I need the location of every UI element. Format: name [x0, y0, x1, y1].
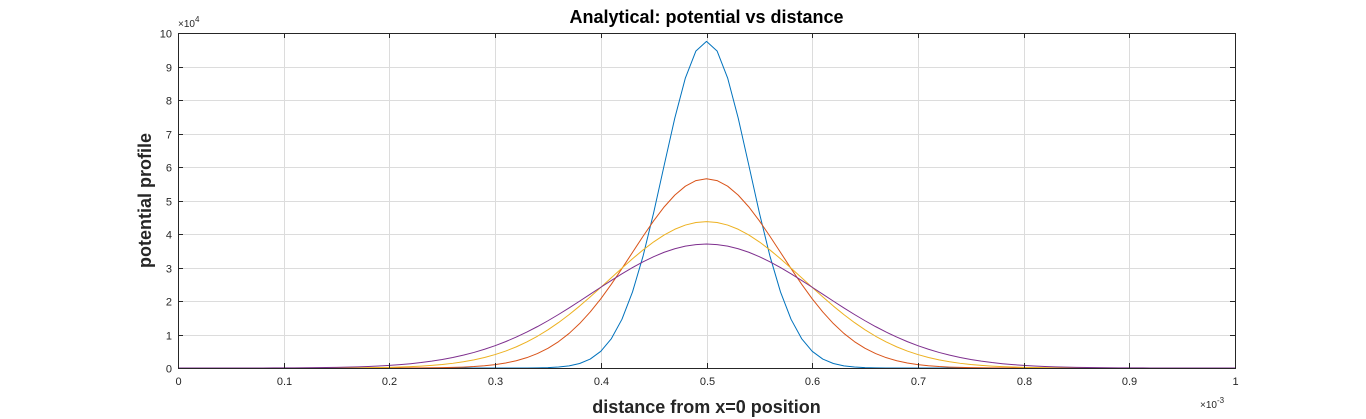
- y-tick-label: 1: [166, 331, 172, 343]
- tick-labels: 0 0.1 0.2 0.3 0.4 0.5 0.6 0.7 0.8 0.9 101234567891…: [160, 29, 1239, 389]
- x-tick-label: 1: [1232, 376, 1238, 388]
- y-multiplier-base: ×10: [178, 19, 195, 30]
- x-tick-label: 0.7: [911, 376, 926, 388]
- y-axis-label: potential profile: [135, 133, 155, 268]
- axes-background: [178, 33, 1235, 368]
- ticks: [178, 33, 1236, 369]
- y-tick-label: 10: [160, 29, 172, 41]
- y-tick-label: 8: [166, 96, 172, 108]
- y-axis-multiplier: ×104: [178, 15, 200, 30]
- x-tick-label: 0: [175, 376, 181, 388]
- x-tick-label: 0.8: [1017, 376, 1032, 388]
- x-tick-label: 0.9: [1122, 376, 1137, 388]
- x-tick-label: 0.2: [382, 376, 397, 388]
- x-axis-multiplier: ×10-3: [1200, 396, 1225, 411]
- x-multiplier-exponent: -3: [1217, 396, 1225, 405]
- x-tick-label: 0.4: [594, 376, 609, 388]
- y-tick-label: 3: [166, 264, 172, 276]
- series-line-4: [178, 243, 1235, 369]
- x-axis-label: distance from x=0 position: [592, 397, 821, 417]
- y-multiplier-exponent: 4: [195, 15, 200, 24]
- series-line-3: [178, 221, 1235, 369]
- y-tick-label: 0: [166, 364, 172, 376]
- x-tick-label: 0.5: [700, 376, 715, 388]
- y-tick-label: 7: [166, 130, 172, 142]
- y-tick-label: 2: [166, 297, 172, 309]
- y-tick-label: 4: [166, 230, 172, 242]
- x-tick-label: 0.3: [488, 376, 503, 388]
- y-tick-label: 9: [166, 63, 172, 75]
- x-tick-label: 0.6: [805, 376, 820, 388]
- y-tick-label: 6: [166, 163, 172, 175]
- chart-title: Analytical: potential vs distance: [569, 7, 843, 27]
- x-tick-label: 0.1: [277, 376, 292, 388]
- x-multiplier-base: ×10: [1200, 400, 1217, 411]
- y-tick-label: 5: [166, 197, 172, 209]
